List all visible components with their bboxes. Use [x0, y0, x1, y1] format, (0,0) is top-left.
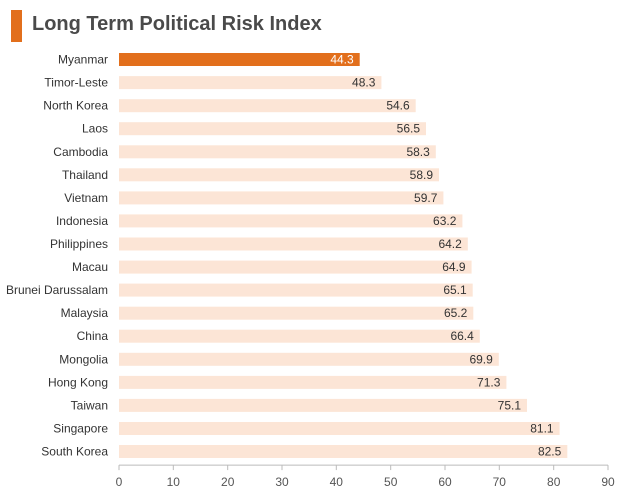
category-label: Indonesia: [56, 214, 108, 228]
value-label: 64.9: [442, 260, 466, 274]
value-label: 64.2: [438, 237, 462, 251]
category-label: Mongolia: [59, 352, 108, 366]
bar-cambodia: [119, 145, 436, 159]
value-label: 65.2: [444, 306, 468, 320]
x-tick-label: 30: [275, 475, 289, 489]
category-label: China: [77, 329, 109, 343]
value-label: 75.1: [498, 398, 522, 412]
x-tick-label: 0: [116, 475, 123, 489]
category-label: Vietnam: [64, 191, 108, 205]
value-label: 56.5: [397, 122, 421, 136]
bar-malaysia: [119, 306, 474, 320]
value-label: 71.3: [477, 375, 501, 389]
x-tick-label: 60: [438, 475, 452, 489]
category-label: Singapore: [53, 422, 108, 436]
bar-singapore: [119, 422, 560, 435]
bar-myanmar: [119, 53, 360, 66]
value-label: 59.7: [414, 191, 438, 205]
x-tick-label: 90: [601, 475, 615, 489]
value-label: 66.4: [450, 329, 474, 343]
bar-laos: [119, 122, 426, 136]
category-label: Laos: [82, 122, 108, 136]
value-label: 48.3: [352, 76, 376, 90]
value-label: 44.3: [330, 53, 354, 67]
category-label: Hong Kong: [48, 375, 108, 389]
value-label: 69.9: [469, 352, 493, 366]
bar-vietnam: [119, 191, 444, 205]
value-label: 63.2: [433, 214, 457, 228]
x-tick-label: 10: [167, 475, 181, 489]
category-label: Thailand: [62, 168, 108, 182]
value-label: 58.3: [406, 145, 430, 159]
bar-brunei-darussalam: [119, 283, 473, 297]
category-label: Brunei Darussalam: [6, 283, 108, 297]
bar-macau: [119, 260, 472, 274]
x-tick-label: 70: [493, 475, 507, 489]
category-label: Macau: [72, 260, 108, 274]
bar-china: [119, 329, 480, 343]
x-tick-label: 40: [330, 475, 344, 489]
bar-north-korea: [119, 99, 416, 113]
x-tick-label: 20: [221, 475, 235, 489]
category-label: Philippines: [50, 237, 108, 251]
x-tick-label: 80: [547, 475, 561, 489]
bar-taiwan: [119, 398, 527, 412]
category-label: Timor-Leste: [44, 76, 108, 90]
category-label: North Korea: [43, 99, 108, 113]
bar-thailand: [119, 168, 439, 182]
bar-south-korea: [119, 445, 568, 458]
value-label: 58.9: [410, 168, 434, 182]
bar-timor-leste: [119, 76, 382, 90]
category-label: South Korea: [41, 445, 108, 459]
bar-philippines: [119, 237, 468, 251]
value-label: 54.6: [386, 99, 410, 113]
category-label: Malaysia: [61, 306, 109, 320]
category-label: Taiwan: [71, 398, 108, 412]
value-label: 65.1: [443, 283, 467, 297]
value-label: 81.1: [530, 422, 554, 436]
chart-title: Long Term Political Risk Index: [32, 13, 322, 35]
bar-indonesia: [119, 214, 463, 228]
bar-hong-kong: [119, 375, 507, 389]
title-accent-bar: [11, 10, 22, 42]
x-tick-label: 50: [384, 475, 398, 489]
value-label: 82.5: [538, 445, 562, 459]
category-label: Cambodia: [53, 145, 108, 159]
chart-header: Long Term Political Risk Index: [0, 0, 625, 50]
bar-mongolia: [119, 352, 499, 366]
category-label: Myanmar: [58, 53, 108, 67]
